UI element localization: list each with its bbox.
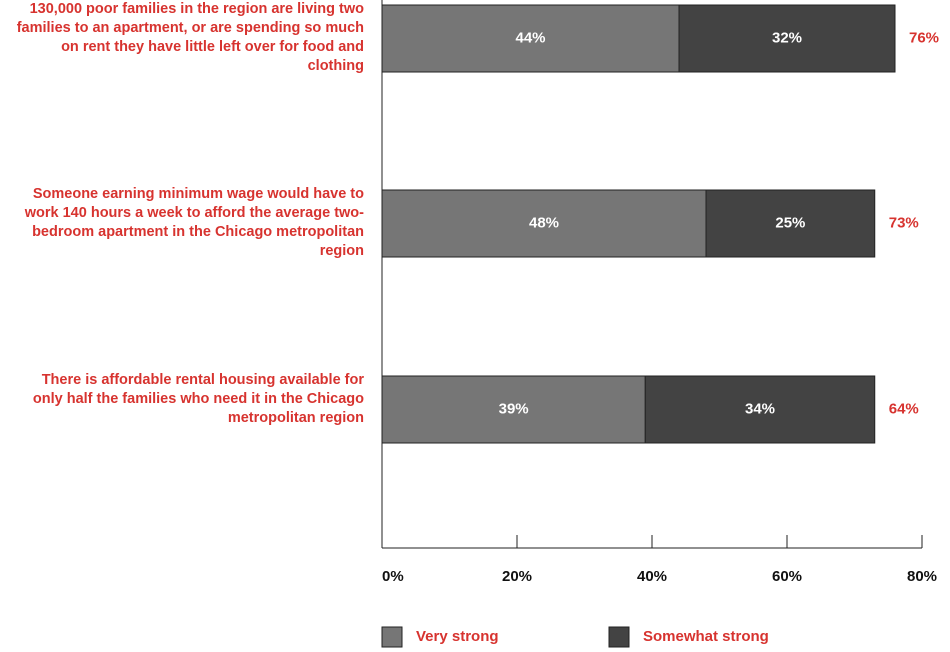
x-tick-label: 40% (637, 568, 667, 585)
category-label: There is affordable rental housing avail… (32, 372, 364, 426)
bar-segment (381, 375, 646, 444)
legend-label: Very strong (416, 628, 499, 645)
bar-segment (678, 4, 896, 73)
value-label: 48% (529, 214, 559, 231)
legend-label: Somewhat strong (643, 628, 769, 645)
x-tick-label: 80% (907, 568, 937, 585)
value-label: 34% (745, 400, 775, 417)
bar-segment (705, 189, 876, 258)
category-label: 130,000 poor families in the region are … (16, 1, 364, 74)
legend-swatch (608, 626, 630, 648)
bar-segment (644, 375, 876, 444)
value-label: 25% (775, 214, 805, 231)
category-label: Someone earning minimum wage would have … (24, 186, 364, 259)
bar-segment (381, 4, 680, 73)
total-label: 73% (889, 214, 919, 231)
x-tick-label: 60% (772, 568, 802, 585)
value-label: 39% (499, 400, 529, 417)
total-label: 64% (889, 400, 919, 417)
value-label: 32% (772, 29, 802, 46)
total-label: 76% (909, 29, 939, 46)
legend-swatch (381, 626, 403, 648)
bar-segment (381, 189, 707, 258)
x-tick-label: 0% (382, 568, 404, 585)
x-tick-label: 20% (502, 568, 532, 585)
value-label: 44% (515, 29, 545, 46)
